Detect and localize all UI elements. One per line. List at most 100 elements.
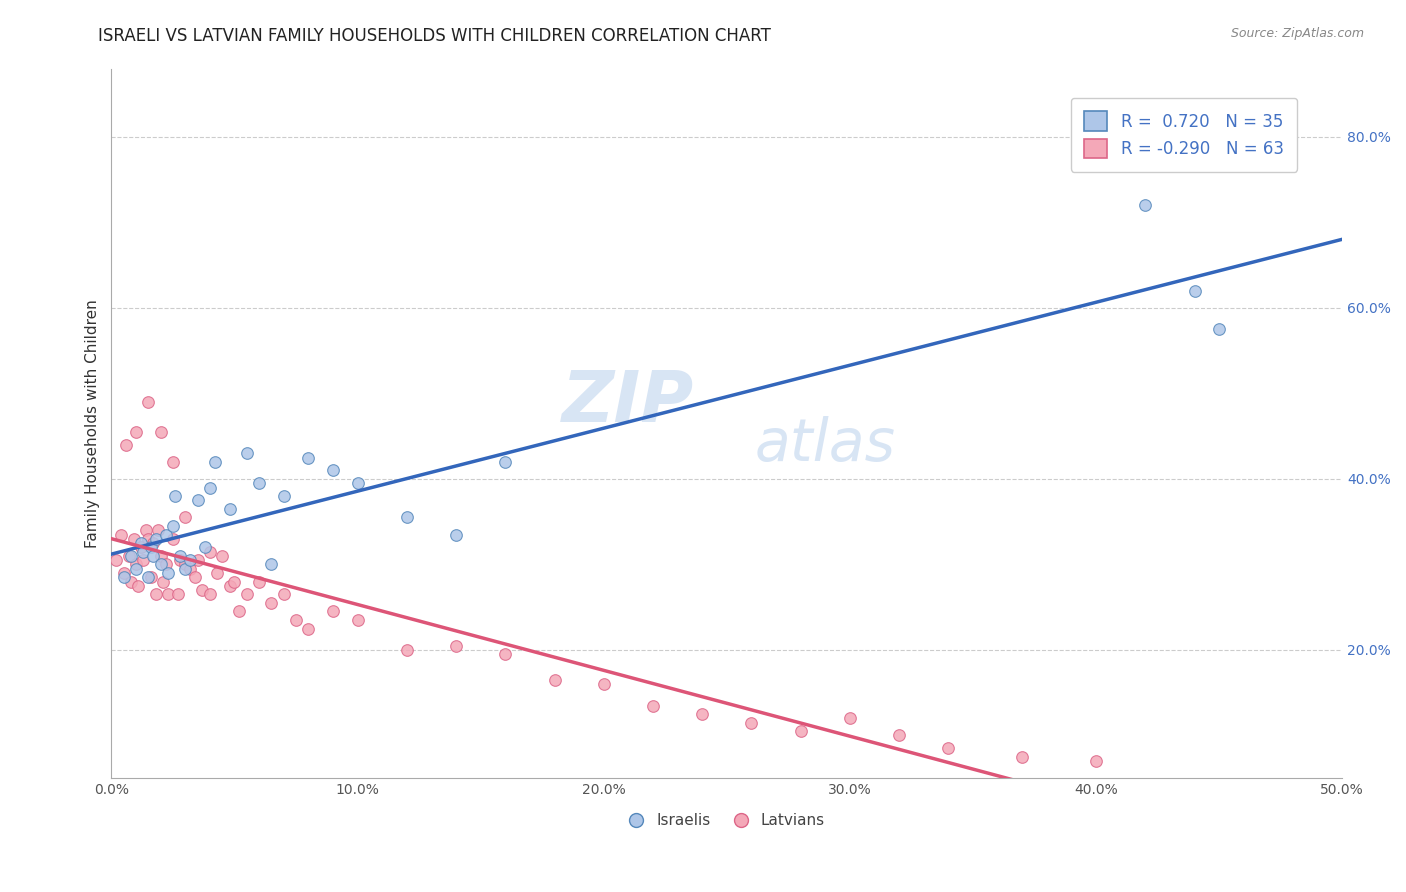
Point xyxy=(346,476,368,491)
Point xyxy=(135,523,157,537)
Point xyxy=(129,536,152,550)
Point xyxy=(139,570,162,584)
Point xyxy=(142,536,165,550)
Point xyxy=(129,541,152,555)
Point xyxy=(174,562,197,576)
Point xyxy=(228,605,250,619)
Legend: Israelis, Latvians: Israelis, Latvians xyxy=(623,807,831,834)
Point xyxy=(187,553,209,567)
Point xyxy=(155,527,177,541)
Point xyxy=(297,450,319,465)
Point xyxy=(194,541,217,555)
Point xyxy=(218,579,240,593)
Point xyxy=(236,446,259,460)
Point xyxy=(297,622,319,636)
Point xyxy=(322,463,344,477)
Point xyxy=(169,549,191,563)
Point xyxy=(740,715,762,730)
Point xyxy=(260,596,283,610)
Point xyxy=(145,587,167,601)
Point xyxy=(789,724,811,739)
Point xyxy=(690,707,713,722)
Point xyxy=(395,643,418,657)
Point xyxy=(273,489,295,503)
Point xyxy=(889,729,911,743)
Point xyxy=(322,605,344,619)
Point xyxy=(184,570,207,584)
Point xyxy=(179,562,201,576)
Point xyxy=(110,527,132,541)
Point xyxy=(138,395,160,409)
Point xyxy=(105,553,128,567)
Point xyxy=(273,587,295,601)
Text: Source: ZipAtlas.com: Source: ZipAtlas.com xyxy=(1230,27,1364,40)
Point xyxy=(117,549,139,563)
Point xyxy=(494,455,516,469)
Point xyxy=(204,455,226,469)
Point xyxy=(162,455,184,469)
Text: ZIP: ZIP xyxy=(562,368,695,436)
Point xyxy=(592,677,614,691)
Point xyxy=(120,574,142,589)
Point xyxy=(218,501,240,516)
Point xyxy=(838,711,860,725)
Point xyxy=(157,566,180,580)
Point xyxy=(1208,322,1230,336)
Point xyxy=(285,613,308,627)
Point xyxy=(120,549,142,563)
Point xyxy=(346,613,368,627)
Point xyxy=(191,583,214,598)
Point xyxy=(174,510,197,524)
Point xyxy=(127,579,149,593)
Point xyxy=(165,489,187,503)
Point xyxy=(112,570,135,584)
Point xyxy=(122,532,145,546)
Point xyxy=(641,698,664,713)
Point xyxy=(138,532,160,546)
Point xyxy=(157,587,180,601)
Point xyxy=(1184,284,1206,298)
Point xyxy=(1135,198,1157,212)
Point xyxy=(938,741,960,756)
Point xyxy=(494,647,516,661)
Point xyxy=(179,553,201,567)
Point xyxy=(115,438,138,452)
Point xyxy=(167,587,190,601)
Point xyxy=(162,519,184,533)
Point xyxy=(142,549,165,563)
Point xyxy=(169,553,191,567)
Point xyxy=(211,549,233,563)
Point xyxy=(444,527,467,541)
Point xyxy=(444,639,467,653)
Point xyxy=(125,562,148,576)
Point xyxy=(149,549,172,563)
Point xyxy=(132,544,155,558)
Point xyxy=(247,574,270,589)
Point xyxy=(152,574,174,589)
Point xyxy=(395,510,418,524)
Y-axis label: Family Households with Children: Family Households with Children xyxy=(86,299,100,548)
Point xyxy=(247,476,270,491)
Point xyxy=(207,566,229,580)
Point xyxy=(112,566,135,580)
Point xyxy=(145,532,167,546)
Point xyxy=(543,673,565,687)
Text: atlas: atlas xyxy=(755,417,896,473)
Point xyxy=(224,574,246,589)
Point xyxy=(149,558,172,572)
Point xyxy=(139,541,162,555)
Point xyxy=(174,558,197,572)
Point xyxy=(149,425,172,439)
Point xyxy=(187,493,209,508)
Point xyxy=(236,587,259,601)
Point xyxy=(198,587,221,601)
Text: ISRAELI VS LATVIAN FAMILY HOUSEHOLDS WITH CHILDREN CORRELATION CHART: ISRAELI VS LATVIAN FAMILY HOUSEHOLDS WIT… xyxy=(98,27,772,45)
Point xyxy=(125,558,148,572)
Point xyxy=(1085,754,1108,768)
Point xyxy=(198,481,221,495)
Point xyxy=(148,523,170,537)
Point xyxy=(132,553,155,567)
Point xyxy=(125,425,148,439)
Point xyxy=(162,532,184,546)
Point xyxy=(138,570,160,584)
